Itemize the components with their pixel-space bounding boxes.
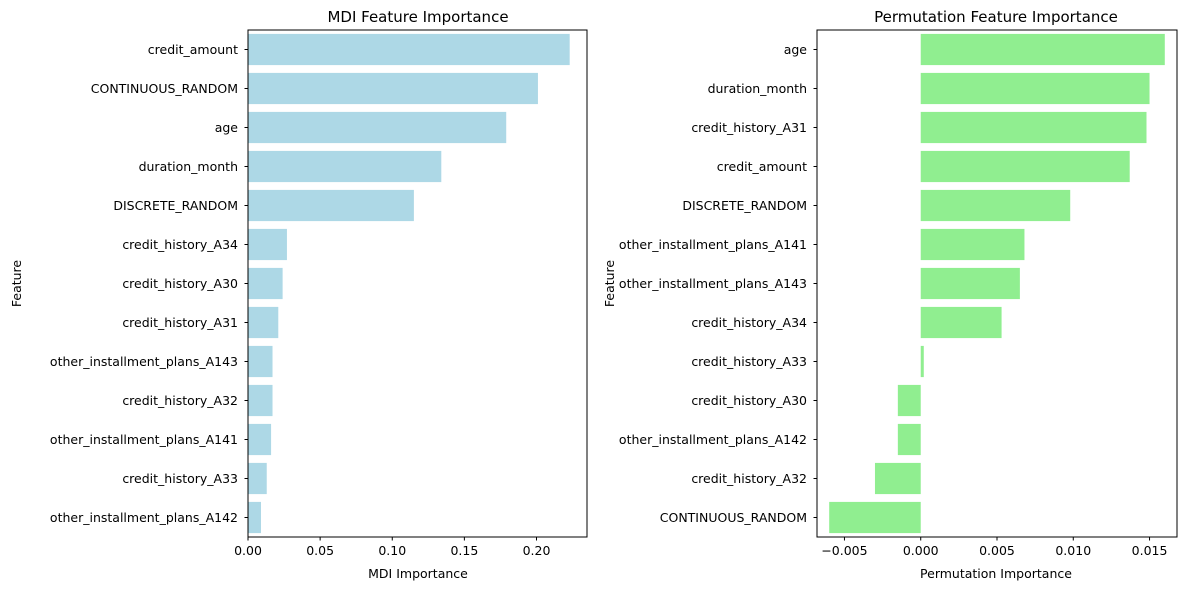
bar <box>248 228 287 261</box>
bars-layer <box>829 33 1165 534</box>
x-tick-label: 0.15 <box>450 543 478 558</box>
chart-title: MDI Feature Importance <box>327 8 508 26</box>
bar <box>920 189 1071 222</box>
bar <box>920 228 1025 261</box>
category-label: credit_history_A31 <box>122 315 238 330</box>
permutation-importance-chart: Permutation Feature Importance age durati… <box>602 8 1178 581</box>
x-ticks: 0.00 0.05 0.10 0.15 0.20 <box>234 537 550 558</box>
category-label: credit_history_A31 <box>691 120 807 135</box>
category-label: credit_history_A33 <box>691 354 807 369</box>
chart-title: Permutation Feature Importance <box>874 8 1118 26</box>
category-label: credit_history_A30 <box>122 276 238 291</box>
bar <box>248 462 267 495</box>
x-tick-label: 0.05 <box>306 543 334 558</box>
bar <box>248 33 570 66</box>
bar <box>920 267 1020 300</box>
bar <box>248 189 414 222</box>
category-label: credit_history_A34 <box>691 315 807 330</box>
category-label: other_installment_plans_A142 <box>619 432 807 447</box>
x-tick-label: 0.010 <box>1055 543 1091 558</box>
category-label: duration_month <box>139 159 238 174</box>
category-label: age <box>215 120 239 135</box>
bar <box>248 423 272 456</box>
category-label: age <box>784 42 808 57</box>
plot-frame <box>816 29 1178 538</box>
category-label: other_installment_plans_A141 <box>50 432 238 447</box>
category-label: CONTINUOUS_RANDOM <box>660 510 807 525</box>
category-label: credit_history_A33 <box>122 471 238 486</box>
category-label: other_installment_plans_A143 <box>619 276 807 291</box>
y-axis-label: Feature <box>9 260 24 308</box>
bar <box>897 423 921 456</box>
bar <box>920 111 1147 144</box>
x-axis-label: MDI Importance <box>368 566 468 581</box>
category-label: credit_history_A30 <box>691 393 807 408</box>
bar <box>248 345 273 378</box>
bar <box>248 150 442 183</box>
category-label: CONTINUOUS_RANDOM <box>91 81 238 96</box>
bar <box>920 72 1150 105</box>
bar <box>874 462 921 495</box>
bar <box>248 306 279 339</box>
bar <box>248 501 261 534</box>
y-axis-label: Feature <box>602 260 617 308</box>
category-label: credit_history_A32 <box>122 393 238 408</box>
category-label: other_installment_plans_A143 <box>50 354 238 369</box>
x-axis-label: Permutation Importance <box>920 566 1072 581</box>
bar <box>920 150 1130 183</box>
bar <box>248 384 273 417</box>
x-tick-label: 0.015 <box>1132 543 1168 558</box>
bar <box>248 267 283 300</box>
x-tick-label: 0.10 <box>378 543 406 558</box>
bar <box>920 306 1002 339</box>
bar <box>897 384 921 417</box>
x-tick-label: 0.20 <box>523 543 551 558</box>
category-label: duration_month <box>708 81 807 96</box>
x-tick-label: −0.005 <box>821 543 867 558</box>
category-labels: age duration_month credit_history_A31credi… <box>619 42 817 525</box>
x-tick-label: 0.005 <box>979 543 1015 558</box>
category-label: other_installment_plans_A141 <box>619 237 807 252</box>
x-tick-label: 0.000 <box>903 543 939 558</box>
category-label: credit_history_A34 <box>122 237 238 252</box>
bars-layer <box>248 33 570 534</box>
bar <box>248 72 538 105</box>
bar <box>829 501 921 534</box>
bar <box>920 345 924 378</box>
plot-frame <box>247 29 588 538</box>
category-label: DISCRETE_RANDOM <box>113 198 238 213</box>
mdi-importance-chart: MDI Feature Importance credit_amount CONT… <box>9 8 588 581</box>
bar <box>920 33 1165 66</box>
category-label: DISCRETE_RANDOM <box>682 198 807 213</box>
category-label: credit_amount <box>148 42 238 57</box>
category-label: credit_history_A32 <box>691 471 807 486</box>
x-ticks: −0.005 0.000 0.005 0.010 0.015 <box>821 537 1167 558</box>
x-tick-label: 0.00 <box>234 543 262 558</box>
category-label: other_installment_plans_A142 <box>50 510 238 525</box>
bar <box>248 111 507 144</box>
category-label: credit_amount <box>717 159 807 174</box>
